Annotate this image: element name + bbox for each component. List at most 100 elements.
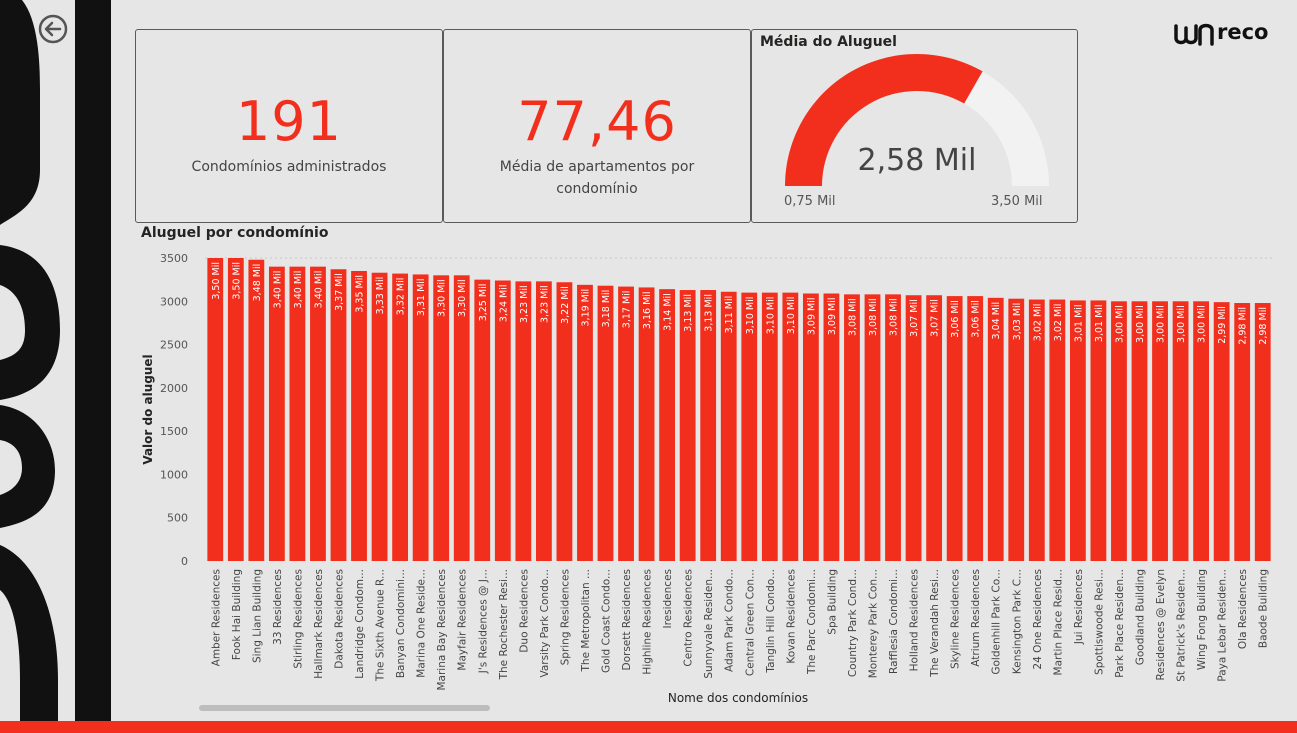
bar: [289, 266, 306, 561]
x-tick-label: The Sixth Avenue R...: [375, 569, 387, 682]
data-label: 3,00 Mil: [1156, 305, 1167, 343]
data-label: 3,01 Mil: [1094, 304, 1105, 342]
data-label: 3,09 Mil: [806, 297, 817, 335]
x-tick-label: Mayfair Residences: [457, 569, 469, 671]
bar: [515, 281, 532, 561]
bar: [1049, 299, 1066, 561]
data-label: 3,18 Mil: [601, 290, 612, 328]
gauge-fill: [785, 53, 983, 186]
brand-logo-text: reco: [1217, 20, 1269, 44]
bar: [782, 292, 799, 561]
x-tick-label: Tanglin Hill Condo...: [765, 569, 777, 674]
data-label: 3,13 Mil: [704, 294, 715, 332]
bar: [1008, 298, 1025, 561]
bar: [556, 282, 573, 561]
bar: [720, 291, 737, 561]
bar: [802, 293, 819, 561]
y-tick-label: 1500: [160, 425, 188, 438]
data-label: 3,31 Mil: [416, 278, 427, 316]
data-label: 3,00 Mil: [1114, 305, 1125, 343]
x-tick-label: Spring Residences: [559, 569, 571, 665]
bar: [967, 296, 984, 561]
brand-logo: reco: [1173, 20, 1273, 48]
bar-chart: 0 500 1000 1500 2000 2500 3000 3500 Valor do alu…: [141, 252, 1273, 705]
x-tick-label: Monterey Park Con...: [868, 569, 880, 678]
bar: [310, 266, 326, 561]
bar: [638, 287, 655, 561]
x-tick-label: Duo Residences: [518, 569, 530, 653]
data-label: 3,24 Mil: [498, 285, 509, 323]
x-tick-label: Country Park Cond...: [847, 569, 859, 677]
data-label: 3,04 Mil: [991, 302, 1002, 340]
brand-logo-icon: [1174, 23, 1214, 46]
y-tick-label: 3500: [160, 252, 188, 265]
bar: [597, 285, 614, 561]
gauge-value-label: 2,58 Mil: [858, 143, 977, 178]
data-label: 3,35 Mil: [355, 275, 366, 313]
bar: [1254, 303, 1271, 561]
x-tick-label: 33 Residences: [272, 569, 284, 645]
kpi-label-media-apartamentos: Média de apartamentos por condomínio: [499, 159, 695, 197]
x-tick-label: Highline Residences: [642, 569, 654, 675]
x-tick-label: Atrium Residences: [970, 569, 982, 667]
x-tick-label: Sing Lian Building: [251, 569, 263, 663]
bar: [453, 275, 470, 561]
x-tick-label: Banyan Condomini...: [395, 569, 407, 678]
back-button[interactable]: [38, 14, 68, 44]
bar: [227, 258, 244, 561]
x-tick-label: Adam Park Condo...: [724, 569, 736, 672]
x-tick-label: Gold Coast Condo...: [601, 569, 613, 673]
x-tick-label: Holland Residences: [909, 569, 921, 671]
data-label: 3,00 Mil: [1135, 305, 1146, 343]
data-label: 3,06 Mil: [950, 300, 961, 338]
y-tick-label: 1000: [160, 468, 188, 481]
x-tick-label: Hallmark Residences: [313, 569, 325, 679]
gauge-max-label: 3,50 Mil: [991, 194, 1043, 209]
bar: [1069, 300, 1086, 561]
bar: [844, 294, 860, 561]
kpi-value-condominios: 191: [235, 90, 343, 153]
bar: [577, 284, 593, 561]
x-tick-label: The Verandah Resi...: [929, 569, 941, 678]
bar: [268, 266, 285, 561]
bar: [351, 270, 367, 561]
kpi-card-condominios: 191 Condomínios administrados: [135, 29, 443, 223]
horizontal-scrollbar[interactable]: [199, 705, 490, 711]
bar: [823, 293, 840, 561]
data-label: 3,37 Mil: [334, 273, 345, 311]
bar: [864, 294, 881, 561]
data-label: 3,08 Mil: [868, 298, 879, 336]
data-label: 3,01 Mil: [1073, 304, 1084, 342]
gauge-title: Média do Aluguel: [760, 34, 897, 50]
bar: [248, 259, 265, 561]
data-label: 3,00 Mil: [1197, 305, 1208, 343]
data-label: 3,32 Mil: [396, 278, 407, 316]
x-tick-label: Iresidences: [662, 569, 674, 629]
bar: [1131, 301, 1148, 561]
x-tick-label: Ola Residences: [1237, 569, 1249, 649]
data-label: 3,40 Mil: [272, 271, 283, 309]
bar: [946, 296, 963, 561]
x-tick-label: Kensington Park C...: [1011, 569, 1023, 674]
bar: [1111, 301, 1127, 561]
y-tick-label: 2000: [160, 382, 188, 395]
brand-pattern-graphic: [0, 0, 111, 722]
data-label: 3,23 Mil: [539, 285, 550, 323]
x-tick-label: Central Green Con...: [744, 569, 756, 676]
x-tick-label: Spottiswoode Resi...: [1093, 569, 1105, 675]
data-label: 3,08 Mil: [889, 298, 900, 336]
data-label: 3,30 Mil: [457, 279, 468, 317]
x-tick-label: Fook Hai Building: [231, 569, 243, 660]
x-tick-label: Park Place Residen...: [1114, 569, 1126, 678]
data-label: 3,03 Mil: [1012, 303, 1023, 341]
data-label: 3,23 Mil: [519, 285, 530, 323]
data-label: 3,40 Mil: [313, 271, 324, 309]
y-tick-label: 500: [167, 512, 188, 525]
x-tick-label: Goldenhill Park Co...: [991, 569, 1003, 675]
x-tick-label: Martin Place Resid...: [1052, 569, 1064, 675]
x-tick-label: J's Residences @ J...: [477, 569, 489, 674]
bar: [371, 272, 388, 561]
bar: [1234, 303, 1251, 561]
bar: [392, 273, 409, 561]
data-label: 2,98 Mil: [1258, 307, 1269, 345]
